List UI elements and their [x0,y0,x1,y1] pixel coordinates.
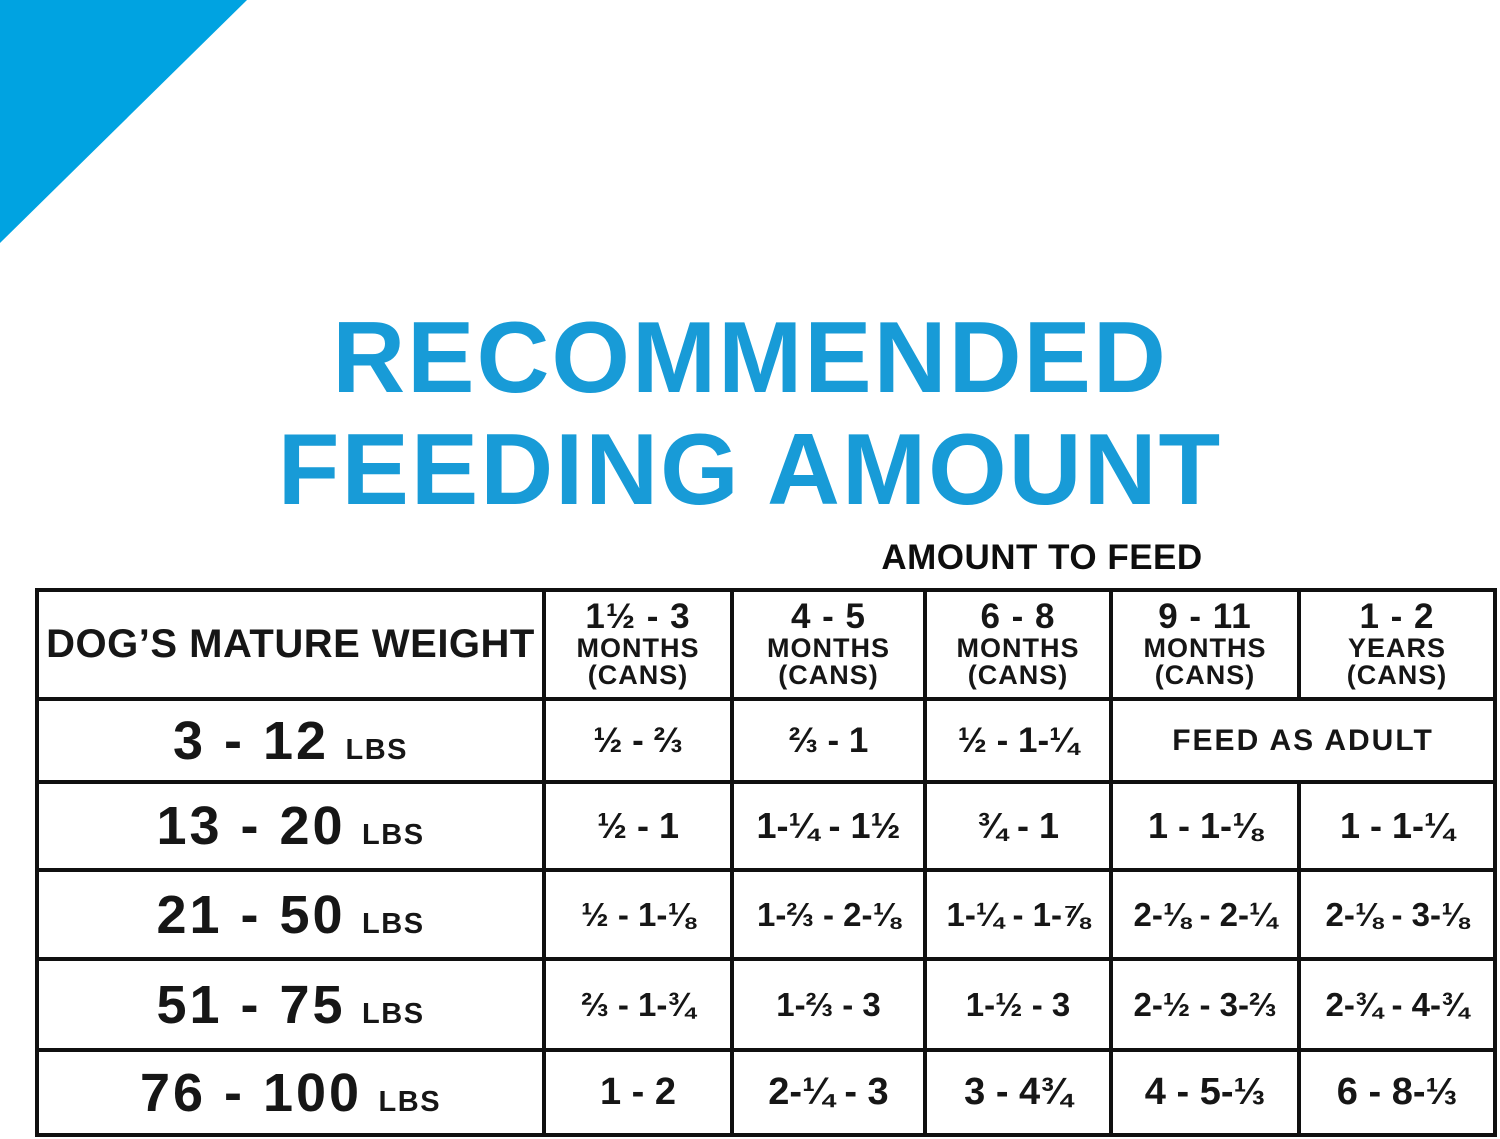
feeding-value-cell: 2-¾ - 4-¾ [1297,957,1497,1052]
age-period-label: MONTHS [767,632,890,663]
table-row-weight-76-100: 76 - 100 LBS 1 - 2 2-¼ - 3 3 - 4¾ 4 - 5-… [35,1048,1497,1137]
feeding-value-cell: 2-⅛ - 2-¼ [1109,868,1301,961]
table-row-weight-3-12: 3 - 12 LBS ½ - ⅔ ⅔ - 1 ½ - 1-¼ FEED AS A… [35,697,1497,784]
age-measure-label: (CANS) [587,660,689,691]
page-title: RECOMMENDED FEEDING AMOUNT [0,302,1500,526]
feeding-value-cell: 6 - 8-⅓ [1297,1048,1497,1137]
weight-value: 76 - 100 [139,1062,363,1123]
weight-unit: LBS [345,733,409,766]
corner-triangle-decoration [0,0,247,243]
weight-value: 13 - 20 [156,796,346,856]
weight-unit: LBS [362,907,425,940]
age-period-label: MONTHS [1143,632,1267,663]
weight-range-cell: 21 - 50 LBS [35,868,546,961]
age-column-header-1: 1½ - 3 MONTHS (CANS) [542,588,734,701]
age-range-label: 6 - 8 [980,597,1056,637]
feeding-value-cell: ½ - ⅔ [542,697,734,784]
weight-value: 51 - 75 [156,974,346,1035]
age-period-label: MONTHS [956,632,1080,663]
feeding-value-cell: ⅔ - 1 [730,697,927,784]
weight-value: 3 - 12 [172,710,330,771]
feeding-value-cell: ⅔ - 1-¾ [542,957,734,1052]
age-measure-label: (CANS) [967,660,1069,691]
weight-column-header: DOG’S MATURE WEIGHT [35,588,546,701]
page-title-line-1: RECOMMENDED [332,301,1168,414]
age-range-label: 1 - 2 [1359,597,1435,637]
age-column-header-5: 1 - 2 YEARS (CANS) [1297,588,1497,701]
age-column-header-4: 9 - 11 MONTHS (CANS) [1109,588,1301,701]
feeding-amount-table: DOG’S MATURE WEIGHT 1½ - 3 MONTHS (CANS)… [35,588,1497,1137]
age-range-label: 1½ - 3 [585,597,691,637]
weight-range-cell: 13 - 20 LBS [35,780,546,872]
feeding-value-cell: 1-⅔ - 3 [730,957,927,1052]
age-column-header-2: 4 - 5 MONTHS (CANS) [730,588,927,701]
age-period-label: MONTHS [576,632,700,663]
feeding-value-cell: 2-⅛ - 3-⅛ [1297,868,1497,961]
feeding-value-cell: 1-⅔ - 2-⅛ [730,868,927,961]
feeding-value-cell: 1-¼ - 1-⅞ [923,868,1113,961]
weight-unit: LBS [362,997,425,1030]
age-measure-label: (CANS) [778,660,879,691]
feeding-value-cell: 1 - 1-⅛ [1109,780,1301,872]
table-row-weight-51-75: 51 - 75 LBS ⅔ - 1-¾ 1-⅔ - 3 1-½ - 3 2-½ … [35,957,1497,1052]
age-measure-label: (CANS) [1346,660,1448,691]
weight-unit: LBS [378,1085,442,1118]
feeding-value-cell: 4 - 5-⅓ [1109,1048,1301,1137]
age-period-label: YEARS [1347,632,1447,663]
age-measure-label: (CANS) [1154,660,1256,691]
feeding-value-cell: 3 - 4¾ [923,1048,1113,1137]
weight-unit: LBS [362,819,425,851]
weight-range-cell: 3 - 12 LBS [35,697,546,784]
feeding-value-cell: 1-¼ - 1½ [730,780,927,872]
feeding-value-cell: ½ - 1 [542,780,734,872]
feeding-value-cell: ¾ - 1 [923,780,1113,872]
weight-value: 21 - 50 [156,884,346,945]
feeding-value-cell: 2-½ - 3-⅔ [1109,957,1301,1052]
weight-range-cell: 51 - 75 LBS [35,957,546,1052]
table-row-weight-21-50: 21 - 50 LBS ½ - 1-⅛ 1-⅔ - 2-⅛ 1-¼ - 1-⅞ … [35,868,1497,961]
weight-range-cell: 76 - 100 LBS [35,1048,546,1137]
feed-as-adult-cell: FEED AS ADULT [1109,697,1497,784]
age-column-header-3: 6 - 8 MONTHS (CANS) [923,588,1113,701]
feeding-value-cell: ½ - 1-⅛ [542,868,734,961]
age-range-label: 4 - 5 [790,597,867,637]
feeding-value-cell: 1 - 2 [542,1048,734,1137]
age-range-label: 9 - 11 [1158,597,1252,637]
feeding-value-cell: 1-½ - 3 [923,957,1113,1052]
header-row: DOG’S MATURE WEIGHT 1½ - 3 MONTHS (CANS)… [35,588,1497,701]
page-title-line-2: FEEDING AMOUNT [277,413,1223,526]
feeding-value-cell: 1 - 1-¼ [1297,780,1497,872]
amount-to-feed-label: AMOUNT TO FEED [881,538,1203,577]
table-row-weight-13-20: 13 - 20 LBS ½ - 1 1-¼ - 1½ ¾ - 1 1 - 1-⅛… [35,780,1497,872]
feeding-value-cell: ½ - 1-¼ [923,697,1113,784]
feeding-value-cell: 2-¼ - 3 [730,1048,927,1137]
